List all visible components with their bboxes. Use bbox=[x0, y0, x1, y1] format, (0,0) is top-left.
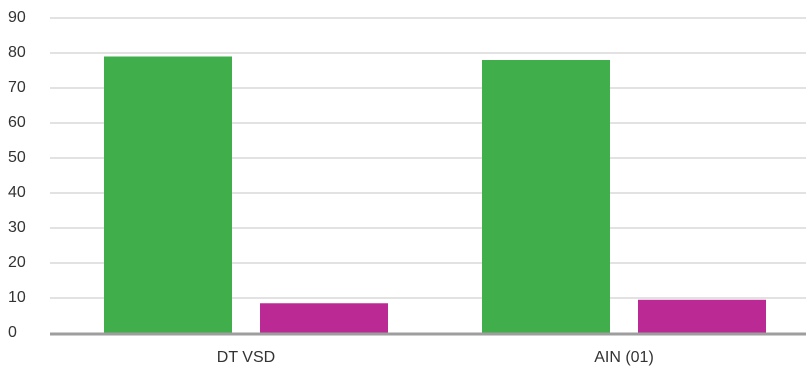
bar-ain-01-series-1 bbox=[482, 60, 610, 333]
y-axis-tick-labels: 0 10 20 30 40 50 60 70 80 90 bbox=[8, 9, 26, 341]
x-category-label: AIN (01) bbox=[594, 349, 654, 366]
x-axis-category-labels: DT VSD AIN (01) bbox=[217, 349, 654, 366]
bars bbox=[104, 56, 766, 333]
bar-dt-vsd-series-2 bbox=[260, 303, 388, 333]
y-tick-label: 90 bbox=[8, 9, 26, 26]
x-category-label: DT VSD bbox=[217, 349, 275, 366]
y-tick-label: 10 bbox=[8, 289, 26, 306]
y-tick-label: 60 bbox=[8, 114, 26, 131]
bar-dt-vsd-series-1 bbox=[104, 56, 232, 333]
y-tick-label: 40 bbox=[8, 184, 26, 201]
y-tick-label: 50 bbox=[8, 149, 26, 166]
bar-ain-01-series-2 bbox=[638, 299, 766, 333]
y-tick-label: 70 bbox=[8, 79, 26, 96]
y-tick-label: 30 bbox=[8, 219, 26, 236]
y-tick-label: 20 bbox=[8, 254, 26, 271]
y-tick-label: 80 bbox=[8, 44, 26, 61]
y-tick-label: 0 bbox=[8, 324, 17, 341]
